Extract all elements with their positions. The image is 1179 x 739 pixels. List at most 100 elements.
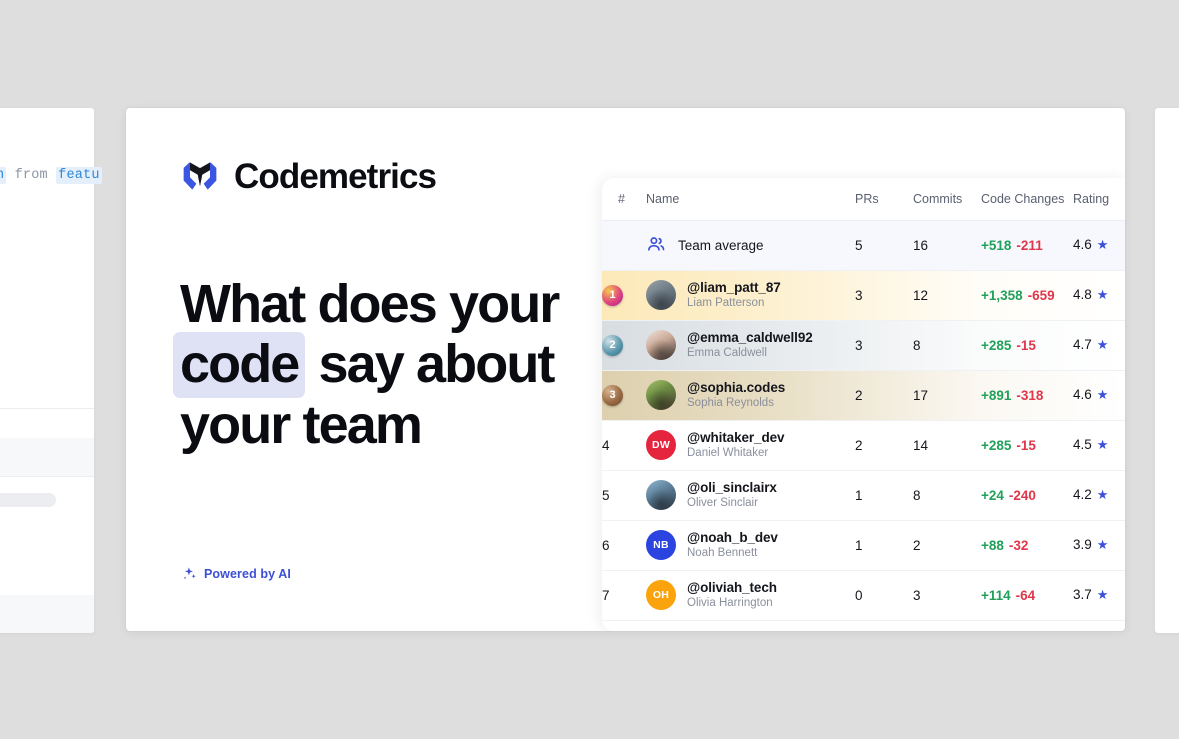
user-handle: @emma_caldwell92 [687, 329, 813, 345]
user-fullname: Oliver Sinclair [687, 496, 758, 509]
codemetrics-hexagon-m-logo-icon [183, 162, 217, 190]
rank-cell [602, 220, 646, 271]
star-icon: ★ [1096, 537, 1109, 552]
star-icon: ★ [1096, 387, 1109, 402]
code-changes-cell: +518 -211 [981, 220, 1073, 271]
name-cell[interactable]: DW @whitaker_dev Daniel Whitaker [646, 420, 855, 471]
team-average-label: Team average [678, 237, 764, 253]
rank-badge: 2 [602, 334, 623, 356]
background-code-line: n from featu [0, 167, 102, 184]
rank-cell: 2 [602, 320, 646, 371]
avatar [646, 329, 676, 360]
rating-cell: 4.8 ★ [1073, 270, 1125, 321]
code-changes-cell: +891 -318 [981, 370, 1073, 421]
additions-value: +285 [981, 437, 1012, 453]
rating-cell: 3.7 ★ [1073, 570, 1125, 621]
code-token-suffix: featu [56, 167, 102, 184]
background-placeholder-pill [0, 493, 56, 507]
prs-cell: 1 [855, 520, 913, 571]
prs-cell: 1 [855, 470, 913, 521]
table-row[interactable]: 2 @emma_caldwell92 Emma Caldwell 3 8 +285 -15 4… [602, 320, 1125, 371]
star-icon: ★ [1096, 487, 1109, 502]
rating-cell: 3.9 ★ [1073, 520, 1125, 571]
main-card: Codemetrics What does your code say about… [126, 108, 1125, 631]
rank-cell: 4 [602, 420, 646, 471]
deletions-value: -64 [1015, 587, 1036, 603]
additions-value: +114 [981, 587, 1011, 603]
column-header-rating[interactable]: Rating [1073, 178, 1125, 221]
name-cell[interactable]: NB @noah_b_dev Noah Bennett [646, 520, 855, 571]
code-changes-cell: +1,358 -659 [981, 270, 1073, 321]
user-fullname: Daniel Whitaker [687, 446, 769, 459]
additions-value: +24 [981, 487, 1004, 503]
code-changes-cell: +285 -15 [981, 420, 1073, 471]
name-cell[interactable]: @liam_patt_87 Liam Patterson [646, 270, 855, 321]
code-token-mid: from [14, 168, 48, 183]
user-handle: @noah_b_dev [687, 529, 778, 545]
commits-cell: 8 [913, 320, 981, 371]
table-row-team-average[interactable]: Team average 5 16 +518 -211 4.6 ★ [602, 220, 1125, 271]
background-panel-left [0, 108, 94, 633]
avatar [646, 379, 676, 410]
star-icon: ★ [1096, 337, 1109, 352]
table-row[interactable]: 4 DW @whitaker_dev Daniel Whitaker 2 14 +285 -1… [602, 420, 1125, 471]
hero-section: Codemetrics What does your code say about… [173, 108, 610, 631]
table-row[interactable]: 5 @oli_sinclairx Oliver Sinclair 1 8 +24 -240 4… [602, 470, 1125, 521]
avatar [646, 479, 676, 510]
code-changes-cell: +24 -240 [981, 470, 1073, 521]
user-handle: @liam_patt_87 [687, 279, 781, 295]
brand-lockup: Codemetrics [180, 156, 437, 196]
name-cell[interactable]: @oli_sinclairx Oliver Sinclair [646, 470, 855, 521]
deletions-value: -240 [1008, 487, 1036, 503]
rank-cell: 3 [602, 370, 646, 421]
name-cell[interactable]: @sophia.codes Sophia Reynolds [646, 370, 855, 421]
rating-cell: 4.2 ★ [1073, 470, 1125, 521]
user-fullname: Noah Bennett [687, 546, 758, 559]
column-header-rank[interactable]: # [602, 178, 646, 221]
prs-cell: 3 [855, 270, 913, 321]
brand-name: Codemetrics [234, 156, 437, 196]
commits-cell: 3 [913, 570, 981, 621]
column-header-code-changes[interactable]: Code Changes [981, 178, 1073, 221]
star-icon: ★ [1096, 287, 1109, 302]
code-changes-cell: +88 -32 [981, 520, 1073, 571]
commits-cell: 2 [913, 520, 981, 571]
name-cell[interactable]: OH @oliviah_tech Olivia Harrington [646, 570, 855, 621]
rank-cell: 7 [602, 570, 646, 621]
star-icon: ★ [1096, 437, 1109, 452]
headline-highlight: code [173, 332, 306, 399]
rank-cell: 5 [602, 470, 646, 521]
leaderboard-panel: # Name PRs Commits Code Changes Rating T… [602, 178, 1125, 631]
star-icon: ★ [1096, 587, 1109, 602]
table-row[interactable]: 1 @liam_patt_87 Liam Patterson 3 12 +1,358 -65… [602, 270, 1125, 321]
code-changes-cell: +114 -64 [981, 570, 1073, 621]
user-handle: @oli_sinclairx [687, 479, 777, 495]
column-header-commits[interactable]: Commits [913, 178, 981, 221]
avatar: NB [646, 529, 676, 560]
table-row[interactable]: 3 @sophia.codes Sophia Reynolds 2 17 +891 -318… [602, 370, 1125, 421]
name-cell[interactable]: @emma_caldwell92 Emma Caldwell [646, 320, 855, 371]
table-header: # Name PRs Commits Code Changes Rating [602, 178, 1125, 221]
table-row[interactable]: 6 NB @noah_b_dev Noah Bennett 1 2 +88 -32 3.9 ★ [602, 520, 1125, 571]
user-handle: @oliviah_tech [687, 579, 777, 595]
deletions-value: -15 [1016, 437, 1036, 453]
column-header-prs[interactable]: PRs [855, 178, 913, 221]
team-users-icon [646, 234, 666, 257]
additions-value: +1,358 [981, 287, 1023, 303]
page-title: What does your code say about your team [173, 274, 580, 455]
commits-cell: 14 [913, 420, 981, 471]
star-icon: ★ [1096, 237, 1109, 252]
user-fullname: Emma Caldwell [687, 346, 767, 359]
powered-by-ai-badge[interactable]: Powered by AI [182, 566, 291, 581]
rating-cell: 4.5 ★ [1073, 420, 1125, 471]
column-header-name[interactable]: Name [646, 178, 855, 221]
deletions-value: -32 [1008, 537, 1029, 553]
rating-cell: 4.6 ★ [1073, 370, 1125, 421]
table-row[interactable]: 7 OH @oliviah_tech Olivia Harrington 0 3 +114-… [602, 570, 1125, 621]
headline-line-3: your team [180, 394, 423, 455]
commits-cell: 12 [913, 270, 981, 321]
background-panel-right [1155, 108, 1179, 633]
deletions-value: -659 [1027, 287, 1055, 303]
prs-cell: 2 [855, 420, 913, 471]
user-fullname: Olivia Harrington [687, 596, 773, 609]
